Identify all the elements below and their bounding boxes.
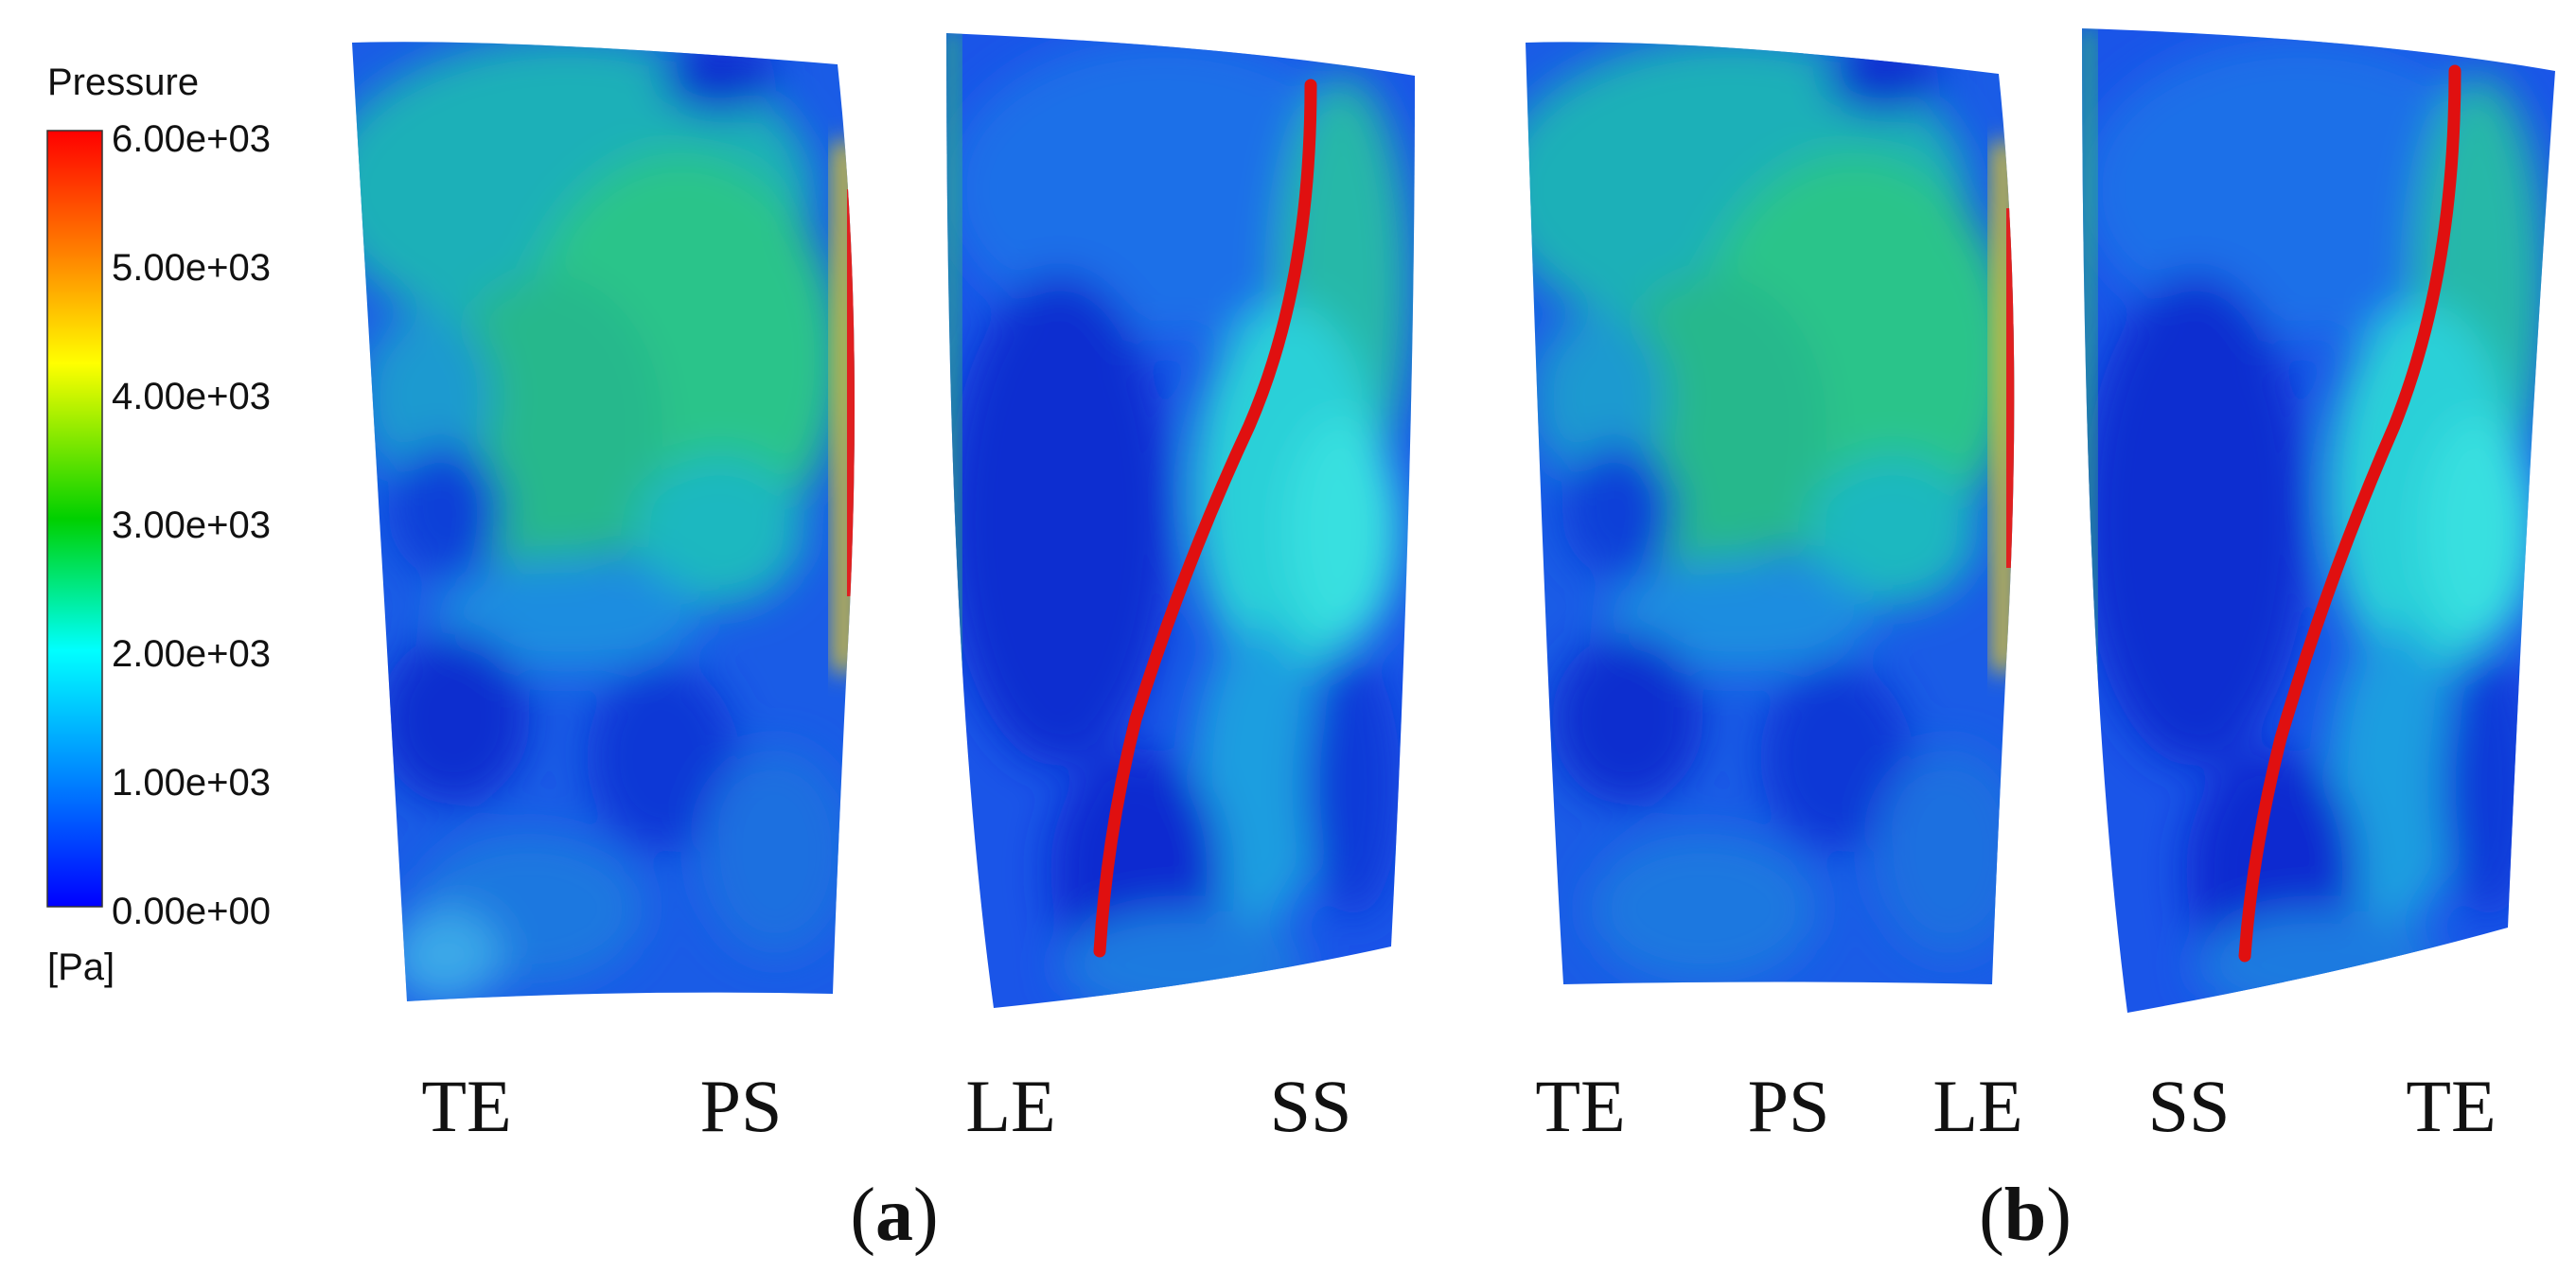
region-label-te: TE (1535, 1065, 1625, 1147)
region-label-ss: SS (1270, 1065, 1352, 1147)
panel-a-caption: (a) (850, 1174, 938, 1257)
panel-b-suction-side-contour (2082, 28, 2555, 1013)
panel-a-region-labels: TE PS LE SS (421, 1065, 1351, 1147)
legend-title: Pressure (47, 62, 199, 103)
region-label-le: LE (1932, 1065, 2022, 1147)
panel-b-region-labels: TE PS LE SS TE (1535, 1065, 2496, 1147)
tick-label: 4.00e+03 (112, 376, 271, 417)
tick-label: 2.00e+03 (112, 633, 271, 675)
panel-b-letter: b (2004, 1174, 2047, 1257)
legend-unit: [Pa] (47, 946, 115, 988)
panel-b-streamline-curve (2238, 64, 2461, 963)
panel-a-letter: a (875, 1174, 913, 1257)
tick-label: 5.00e+03 (112, 247, 271, 289)
region-label-te: TE (2406, 1065, 2496, 1147)
panel-b-caption: (b) (1979, 1174, 2072, 1257)
region-label-te: TE (421, 1065, 511, 1147)
region-label-ss: SS (2148, 1065, 2231, 1147)
region-label-ps: PS (1748, 1065, 1830, 1147)
tick-label: 3.00e+03 (112, 504, 271, 546)
panel-b-pressure-side-contour (1526, 42, 2015, 985)
tick-label: 1.00e+03 (112, 762, 271, 804)
panel-a-pressure-side-contour (352, 42, 855, 1001)
colorbar-legend: Pressure 6.00e+03 5.00e+03 4.00e+03 3.00… (46, 62, 271, 988)
tick-label: 6.00e+03 (112, 118, 271, 160)
colorbar (46, 130, 103, 908)
panel-a-streamline-curve (1093, 79, 1317, 958)
tick-label: 0.00e+00 (112, 891, 271, 932)
region-label-ps: PS (700, 1065, 783, 1147)
panel-a-suction-side-contour (946, 33, 1415, 1008)
region-label-le: LE (965, 1065, 1055, 1147)
